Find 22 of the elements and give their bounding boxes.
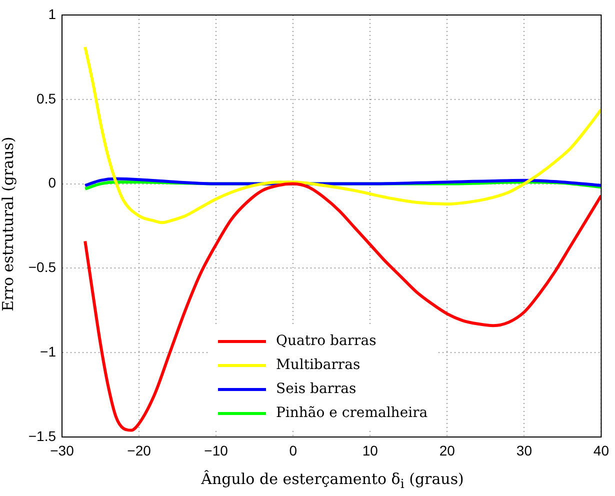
line-series <box>84 182 602 432</box>
y-tick-label: −1.5 <box>28 428 56 444</box>
x-tick-label: −30 <box>50 442 74 458</box>
x-tick-label: −20 <box>127 442 152 458</box>
x-tick-label: −10 <box>204 442 228 458</box>
x-tick-label: 40 <box>593 442 610 458</box>
x-tick-label: 0 <box>289 442 298 458</box>
y-tick-label: −0.5 <box>28 259 56 276</box>
legend-label: Pinhão e cremalheira <box>276 405 428 421</box>
x-tick-label: 30 <box>516 442 532 458</box>
legend-label: Seis barras <box>276 381 356 397</box>
y-tick-label: 0.5 <box>36 90 56 106</box>
legend-label: Quatro barras <box>276 333 376 349</box>
x-tick-label: 20 <box>439 442 456 458</box>
y-tick-label: 0 <box>48 174 56 191</box>
line-series <box>84 46 602 224</box>
legend-label: Multibarras <box>276 357 360 373</box>
y-tick-label: 1 <box>48 6 56 22</box>
x-tick-label: 10 <box>362 442 378 458</box>
y-axis-title: Erro estrutural (graus) <box>0 136 17 314</box>
x-axis-title: Ângulo de esterçamento δ$_{i}$ (graus) <box>200 470 465 491</box>
y-tick-label: −1 <box>40 343 56 360</box>
